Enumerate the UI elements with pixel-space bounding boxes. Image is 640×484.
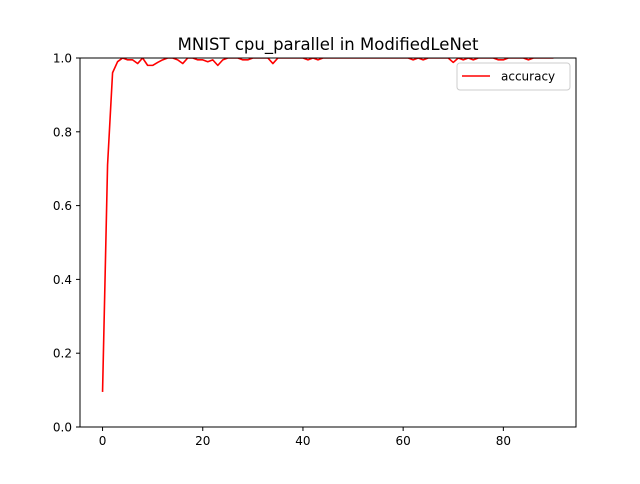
y-tick-label: 0.4: [53, 273, 72, 287]
x-tick-label: 40: [295, 434, 310, 448]
x-tick-label: 0: [99, 434, 107, 448]
legend-label: accuracy: [501, 70, 555, 84]
x-tick-label: 20: [195, 434, 210, 448]
x-tick-label: 80: [496, 434, 511, 448]
y-tick-label: 0.6: [53, 199, 72, 213]
series-line-accuracy: [101, 58, 554, 392]
legend: accuracy: [456, 62, 571, 91]
x-tick-label: 60: [396, 434, 411, 448]
y-tick-label: 1.0: [53, 52, 72, 66]
chart-title: MNIST cpu_parallel in ModifiedLeNet: [178, 35, 479, 55]
legend-box: [456, 62, 571, 91]
axes-frame: [79, 57, 577, 428]
y-tick-label: 0.0: [53, 421, 72, 435]
y-tick-label: 0.8: [53, 125, 72, 139]
axes: 0 20 40 60 80 0.0 0.2 0.4 0.6 0.8 1.0: [53, 52, 577, 448]
y-tick-label: 0.2: [53, 347, 72, 361]
plot-area: [101, 58, 554, 392]
